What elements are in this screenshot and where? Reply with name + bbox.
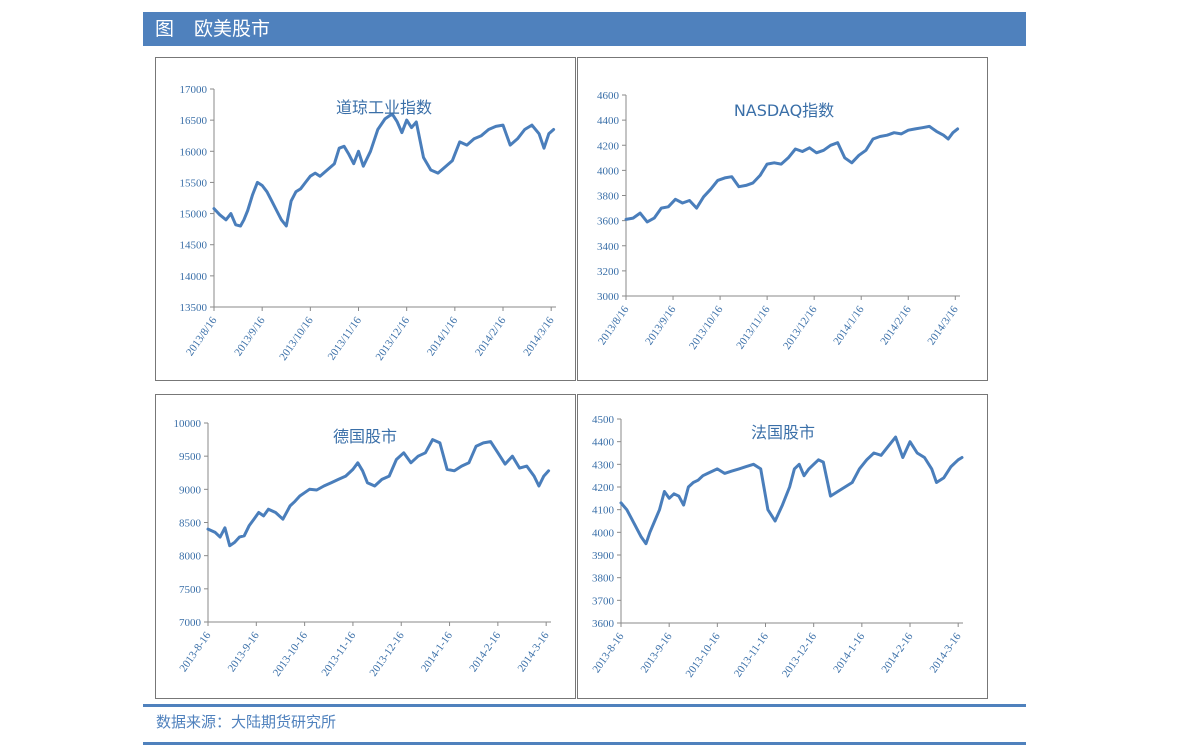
y-tick-label: 4500 [592, 414, 615, 426]
x-tick-label: 2013-11-16 [319, 629, 358, 678]
x-tick-label: 2014/1/16 [831, 303, 867, 347]
chart-svg: 3000 3200 3400 3600 3800 4000 4200 4400 4600 2013… [596, 90, 961, 352]
x-tick-label: 2013/11/16 [326, 314, 365, 362]
x-tick-label: 2014-1-16 [419, 629, 455, 674]
series-line [206, 438, 551, 548]
y-tick-label: 4600 [597, 90, 620, 102]
y-tick-label: 3600 [592, 618, 615, 630]
y-tick-label: 16500 [180, 115, 208, 127]
y-tick-label: 15500 [180, 177, 208, 189]
x-tick-label: 2013-12-16 [367, 629, 407, 678]
series-line [212, 112, 556, 228]
y-tick-label: 4100 [592, 505, 615, 517]
y-tick-label: 4000 [597, 165, 620, 177]
y-tick-label: 3400 [597, 241, 620, 253]
y-tick-label: 9500 [179, 451, 202, 463]
x-tick-label: 2013-8-16 [590, 630, 626, 675]
x-tick-label: 2013-9-16 [639, 630, 675, 675]
x-tick-label: 2013/9/16 [643, 303, 679, 347]
x-tick-label: 2014-3-16 [516, 629, 552, 674]
x-tick-label: 2013-10-16 [271, 629, 311, 678]
y-tick-label: 13500 [180, 302, 208, 314]
y-tick-label: 4400 [592, 437, 615, 449]
source-text: 数据来源：大陆期货研究所 [156, 713, 337, 731]
x-tick-label: 2013/11/16 [734, 303, 773, 351]
x-tick-label: 2014-2-16 [879, 630, 915, 675]
y-tick-label: 3800 [592, 573, 615, 585]
chart-panel-nasdaq: 3000 3200 3400 3600 3800 4000 4200 4400 4600 2013… [577, 57, 988, 381]
y-tick-label: 14500 [180, 240, 208, 252]
x-tick-label: 2013-10-16 [684, 630, 724, 679]
x-tick-label: 2014/2/16 [473, 314, 509, 358]
x-tick-label: 2013/9/16 [232, 314, 268, 358]
x-tick-label: 2013/12/16 [374, 314, 413, 362]
figure-title: 欧美股市 [194, 18, 271, 40]
x-tick-label: 2013-9-16 [226, 629, 262, 674]
y-tick-label: 3700 [592, 595, 615, 607]
figure-banner: 图欧美股市 [143, 12, 1026, 46]
y-tick-label: 8000 [179, 551, 202, 563]
x-tick-label: 2013-8-16 [177, 629, 213, 674]
series-line [624, 124, 960, 224]
y-tick-label: 4200 [597, 140, 620, 152]
y-tick-label: 16000 [180, 146, 208, 158]
x-tick-label: 2014/3/16 [925, 303, 961, 347]
chart-svg: 13500 14000 14500 15000 15500 16000 16500 17000… [180, 84, 557, 363]
y-tick-label: 4400 [597, 115, 620, 127]
x-tick-label: 2014-3-16 [928, 630, 964, 675]
x-tick-label: 2014/1/16 [425, 314, 461, 358]
x-tick-label: 2013/8/16 [184, 314, 220, 358]
y-tick-label: 3600 [597, 216, 620, 228]
y-tick-label: 4000 [592, 527, 615, 539]
chart-title: 法国股市 [751, 423, 815, 442]
y-tick-label: 8500 [179, 518, 202, 530]
y-tick-label: 7500 [179, 584, 202, 596]
series-line [619, 435, 964, 546]
chart-title: 德国股市 [333, 427, 397, 446]
chart-panel-germany: 7000 7500 8000 8500 9000 9500 10000 2013-8-16 20… [155, 394, 576, 699]
y-tick-label: 14000 [180, 271, 208, 283]
x-tick-label: 2013/10/16 [277, 314, 316, 362]
x-tick-label: 2013-12-16 [780, 630, 820, 679]
y-tick-label: 10000 [174, 418, 202, 430]
chart-svg: 7000 7500 8000 8500 9000 9500 10000 2013-8-16 20… [174, 418, 552, 679]
y-tick-label: 3200 [597, 266, 620, 278]
footer-divider-bottom [143, 742, 1026, 745]
y-tick-label: 4300 [592, 459, 615, 471]
chart-title: NASDAQ指数 [734, 101, 834, 120]
chart-panel-france: 3600 3700 3800 3900 4000 4100 4200 4300 4400 4500… [577, 394, 988, 699]
x-tick-label: 2014-2-16 [467, 629, 503, 674]
chart-panel-dow: 13500 14000 14500 15000 15500 16000 16500 17000… [155, 57, 576, 381]
y-tick-label: 7000 [179, 617, 202, 629]
x-tick-label: 2014-1-16 [831, 630, 867, 675]
y-tick-label: 17000 [180, 84, 208, 96]
y-tick-label: 9000 [179, 484, 202, 496]
x-tick-label: 2014/3/16 [521, 314, 557, 358]
y-tick-label: 3900 [592, 550, 615, 562]
x-tick-label: 2013/12/16 [781, 303, 820, 351]
x-tick-label: 2013-11-16 [732, 630, 771, 679]
footer-divider-top [143, 704, 1026, 707]
chart-title: 道琼工业指数 [336, 98, 432, 117]
x-tick-label: 2014/2/16 [878, 303, 914, 347]
y-tick-label: 15000 [180, 209, 208, 221]
figure-label: 图 [155, 18, 175, 40]
x-tick-label: 2013/10/16 [687, 303, 726, 351]
y-tick-label: 3800 [597, 191, 620, 203]
x-tick-label: 2013/8/16 [596, 303, 632, 347]
y-tick-label: 3000 [597, 291, 620, 303]
y-tick-label: 4200 [592, 482, 615, 494]
chart-svg: 3600 3700 3800 3900 4000 4100 4200 4300 4400 4500… [590, 414, 964, 680]
